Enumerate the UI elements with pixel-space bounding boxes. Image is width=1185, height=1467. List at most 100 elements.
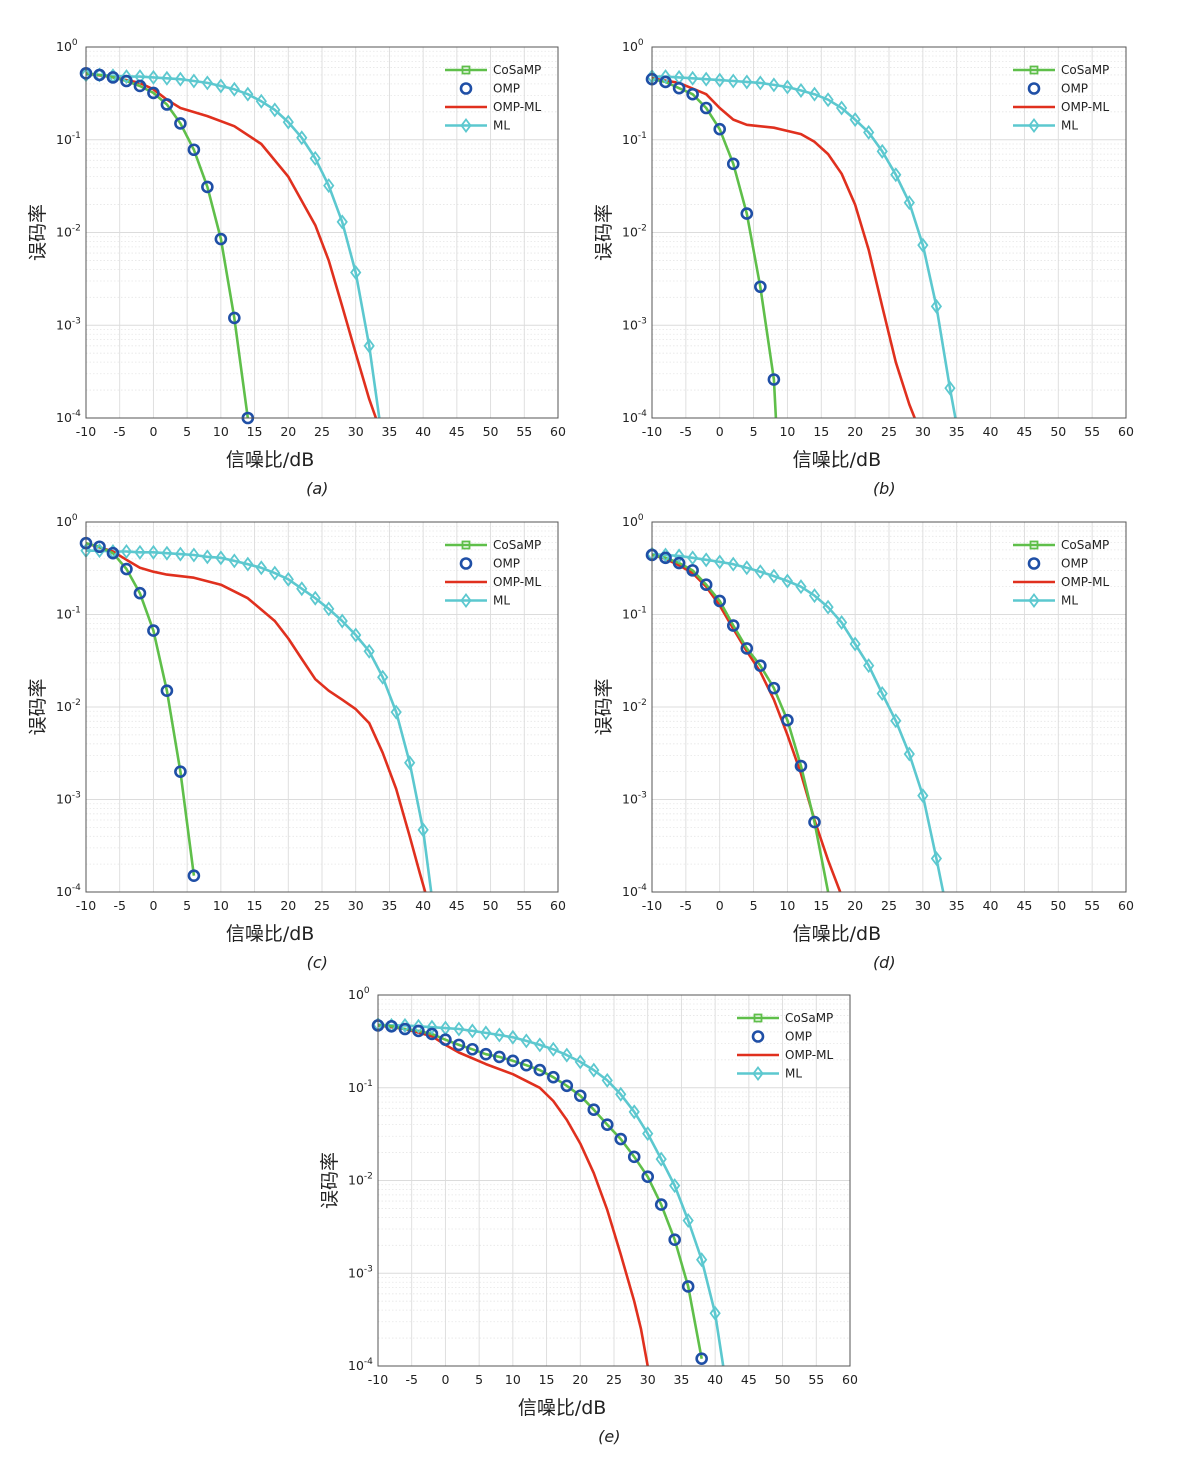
legend-marker-cosamp: [461, 65, 471, 75]
y-axis-label: 误码率: [27, 204, 49, 261]
omp-marker: [147, 86, 160, 100]
ml-marker: [741, 560, 753, 576]
x-tick-label: 20: [280, 898, 296, 913]
ml-marker: [835, 100, 848, 116]
ml-marker: [700, 71, 712, 87]
ml-marker: [466, 1023, 479, 1039]
x-tick-label: 40: [415, 424, 431, 439]
omp-marker: [560, 1079, 574, 1093]
x-tick-label: 55: [808, 1372, 824, 1387]
ml-marker: [768, 568, 780, 584]
ml-marker: [795, 579, 807, 595]
omp-marker: [754, 280, 767, 294]
legend-marker-omp: [1027, 82, 1041, 95]
ml-marker: [696, 1252, 708, 1268]
ml-marker: [363, 338, 375, 354]
ml-marker: [282, 571, 294, 587]
x-tick-label: 60: [550, 898, 566, 913]
ml-marker: [917, 788, 929, 804]
ml-marker: [849, 112, 861, 128]
omp-marker: [726, 619, 740, 632]
omp-marker: [93, 68, 106, 82]
omp-marker: [600, 1118, 614, 1131]
x-tick-label: -5: [680, 424, 692, 439]
ml-marker: [822, 599, 834, 615]
x-tick-label: 45: [1016, 424, 1032, 439]
legend-marker-ml: [460, 593, 472, 608]
x-tick-label: 5: [475, 1372, 483, 1387]
omp-marker: [686, 564, 699, 577]
ml-marker: [377, 669, 389, 685]
panel-caption: (c): [307, 953, 328, 972]
legend-label: OMP-ML: [493, 575, 541, 589]
omp-marker: [466, 1042, 479, 1056]
ml-marker: [412, 1018, 425, 1034]
legend: CoSaMP OMP OMP-ML ML: [737, 1011, 833, 1081]
y-axis-label: 误码率: [593, 678, 615, 735]
ml-marker: [390, 704, 402, 720]
ml-marker: [363, 643, 375, 659]
y-tick-label: 10-4: [622, 409, 647, 425]
x-tick-label: 25: [314, 424, 330, 439]
x-tick-label: 40: [983, 424, 999, 439]
legend-marker-cosamp: [1029, 65, 1039, 75]
omp-marker: [93, 540, 106, 554]
legend-marker-ml: [1028, 118, 1040, 133]
omp-marker: [641, 1170, 655, 1183]
x-tick-label: 5: [183, 424, 191, 439]
x-axis-label: 信噪比/dB: [226, 923, 315, 945]
x-tick-label: 5: [183, 898, 191, 913]
x-tick-label: 50: [1050, 424, 1066, 439]
omp-marker: [695, 1352, 708, 1365]
axes-box: [377, 994, 851, 1367]
x-tick-label: 40: [415, 898, 431, 913]
x-tick-label: 10: [213, 898, 229, 913]
ml-marker: [903, 746, 915, 762]
ml-marker: [669, 1178, 681, 1194]
legend-label: OMP-ML: [785, 1048, 833, 1062]
x-tick-label: -10: [642, 898, 662, 913]
ml-marker: [453, 1021, 465, 1037]
y-tick-label: 10-4: [56, 883, 81, 899]
ml-marker: [714, 554, 726, 570]
legend-marker-omp: [459, 557, 473, 570]
ml-marker: [917, 237, 929, 253]
ml-marker: [601, 1072, 613, 1088]
x-tick-label: 30: [915, 424, 931, 439]
series-line-omp-ml: [85, 72, 378, 419]
y-tick-label: 100: [622, 38, 644, 54]
x-tick-label: 60: [842, 1372, 858, 1387]
y-tick-label: 10-3: [622, 316, 647, 332]
legend-marker-ml: [1028, 593, 1040, 608]
chart-panel-d: -10 -5 0 5 10 15 20 25 30 35 40 45 50 55 60 10-4 10-3 10-…: [593, 513, 1134, 972]
x-tick-label: 25: [881, 424, 897, 439]
ml-marker: [161, 545, 173, 561]
legend-marker-omp: [459, 82, 473, 95]
x-axis-label: 信噪比/dB: [793, 923, 882, 945]
x-tick-label: -10: [642, 424, 662, 439]
legend-label: OMP-ML: [1061, 100, 1109, 114]
omp-marker: [174, 765, 187, 778]
legend-label: CoSaMP: [493, 63, 541, 77]
y-tick-label: 10-1: [56, 131, 81, 147]
panel-caption: (e): [598, 1427, 620, 1446]
omp-marker: [106, 71, 120, 84]
x-tick-label: 35: [381, 424, 397, 439]
ml-marker: [781, 79, 794, 95]
legend-label: ML: [1061, 594, 1078, 608]
ml-marker: [309, 150, 321, 166]
omp-marker: [699, 578, 713, 591]
omp-marker: [573, 1089, 587, 1103]
omp-marker: [439, 1033, 452, 1046]
x-tick-label: 30: [348, 898, 364, 913]
x-tick-label: 20: [280, 424, 296, 439]
omp-marker: [740, 207, 754, 220]
ml-marker: [336, 214, 348, 230]
x-tick-label: -10: [368, 1372, 388, 1387]
x-tick-label: 50: [775, 1372, 791, 1387]
legend-label: OMP-ML: [1061, 575, 1109, 589]
y-tick-label: 10-1: [348, 1079, 373, 1095]
y-tick-label: 10-2: [56, 698, 81, 714]
x-tick-label: 25: [606, 1372, 622, 1387]
x-tick-label: 30: [915, 898, 931, 913]
